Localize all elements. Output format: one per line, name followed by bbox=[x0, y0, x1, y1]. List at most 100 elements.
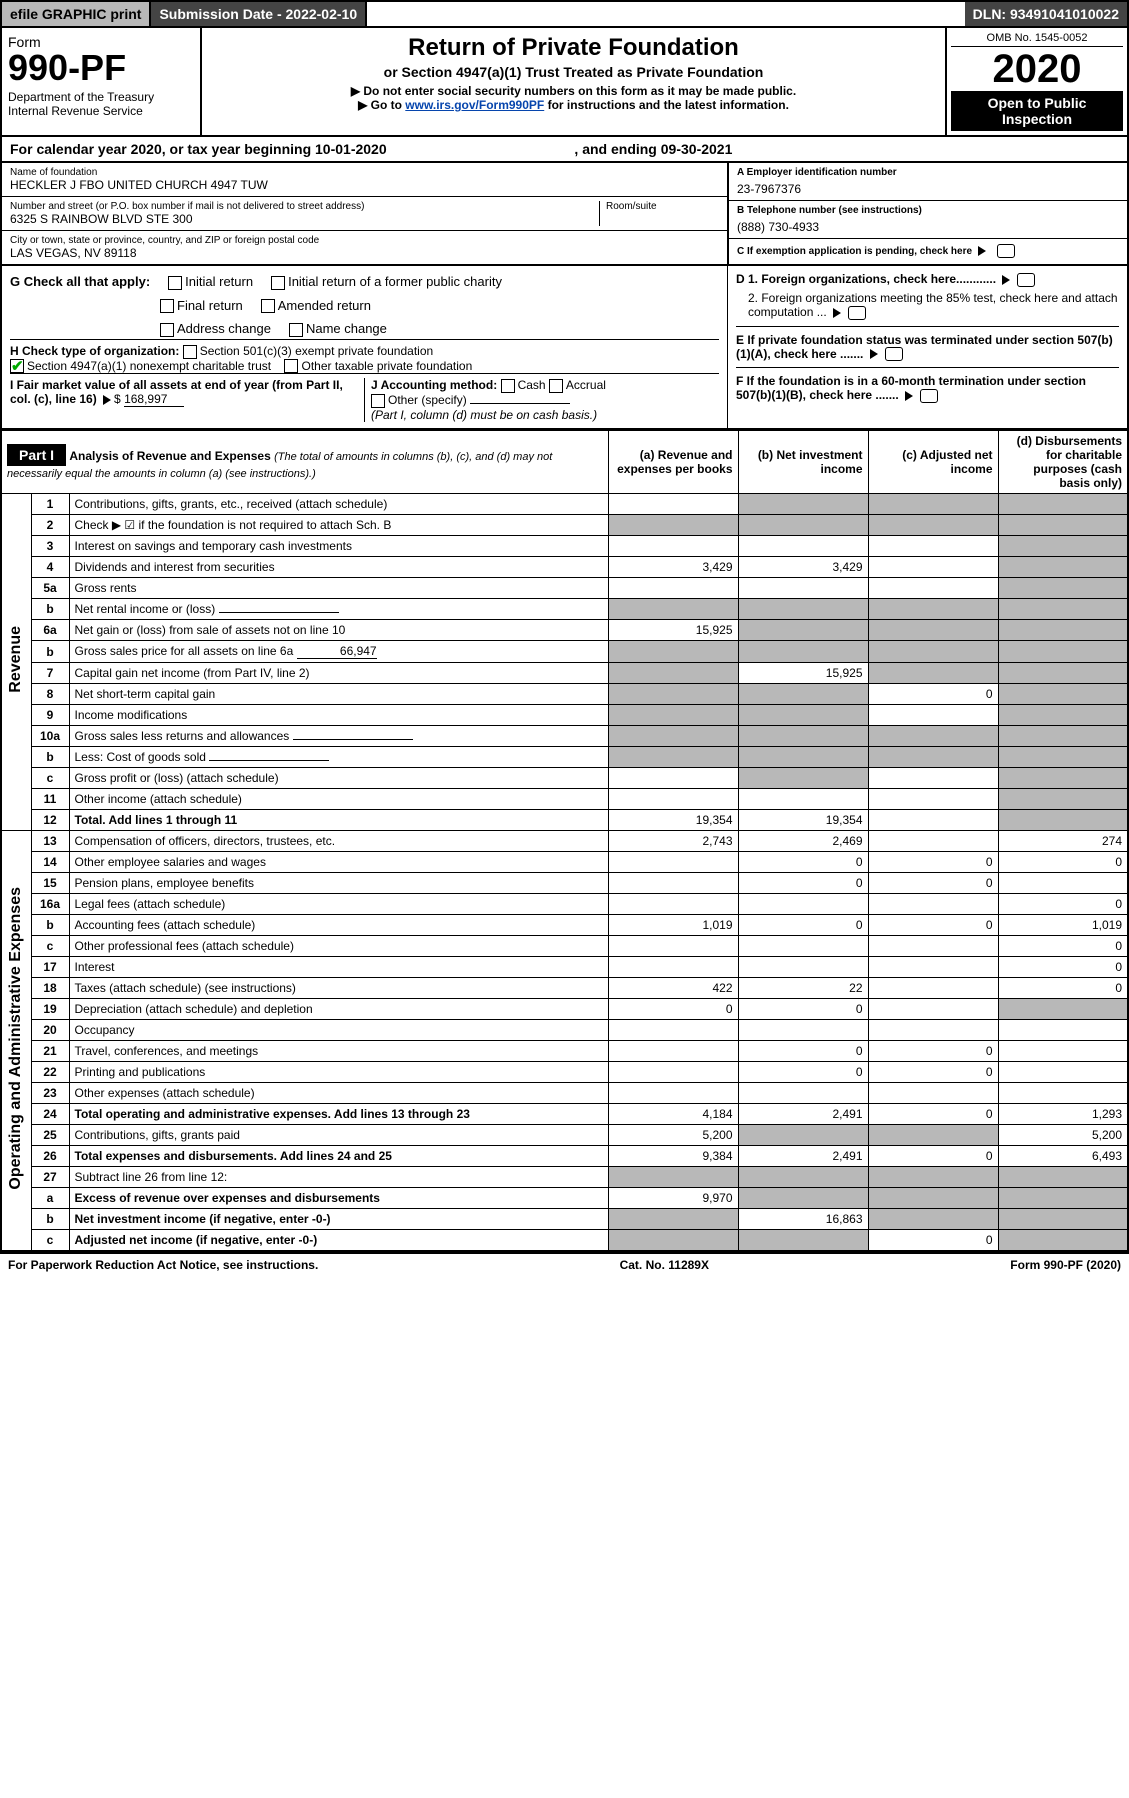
cell-a bbox=[608, 1062, 738, 1083]
e-checkbox[interactable] bbox=[885, 347, 903, 361]
cell-b bbox=[738, 1125, 868, 1146]
cell-a: 9,384 bbox=[608, 1146, 738, 1167]
room-label: Room/suite bbox=[606, 201, 719, 212]
h-4947-checkbox[interactable] bbox=[10, 359, 24, 373]
table-row: 11Other income (attach schedule) bbox=[1, 789, 1128, 810]
cell-c bbox=[868, 599, 998, 620]
efile-button[interactable]: efile GRAPHIC print bbox=[2, 2, 151, 26]
form-header: Form 990-PF Department of the Treasury I… bbox=[0, 28, 1129, 137]
line-number: 6a bbox=[31, 620, 69, 641]
header-right: OMB No. 1545-0052 2020 Open to Public In… bbox=[947, 28, 1127, 135]
cell-c: 0 bbox=[868, 873, 998, 894]
line-text: Gross sales less returns and allowances bbox=[69, 726, 608, 747]
table-row: 2Check ▶ ☑ if the foundation is not requ… bbox=[1, 515, 1128, 536]
footer-left: For Paperwork Reduction Act Notice, see … bbox=[8, 1258, 318, 1272]
cell-d: 1,019 bbox=[998, 915, 1128, 936]
footer-right: Form 990-PF (2020) bbox=[1010, 1258, 1121, 1272]
cell-a bbox=[608, 663, 738, 684]
phone-cell: B Telephone number (see instructions) (8… bbox=[729, 201, 1127, 239]
cell-b bbox=[738, 957, 868, 978]
irs-link[interactable]: www.irs.gov/Form990PF bbox=[405, 98, 544, 112]
line-text: Check ▶ ☑ if the foundation is not requi… bbox=[69, 515, 608, 536]
i-value: 168,997 bbox=[124, 392, 184, 407]
cell-b bbox=[738, 536, 868, 557]
cell-c bbox=[868, 494, 998, 515]
cell-a bbox=[608, 1209, 738, 1230]
cell-d bbox=[998, 1188, 1128, 1209]
city-value: LAS VEGAS, NV 89118 bbox=[10, 246, 719, 260]
note2-pre: ▶ Go to bbox=[358, 98, 405, 112]
cell-a bbox=[608, 1041, 738, 1062]
cell-d bbox=[998, 515, 1128, 536]
cell-d bbox=[998, 1167, 1128, 1188]
ein-label: A Employer identification number bbox=[737, 167, 1119, 178]
g-former-charity-checkbox[interactable] bbox=[271, 276, 285, 290]
table-row: bGross sales price for all assets on lin… bbox=[1, 641, 1128, 663]
address-value: 6325 S RAINBOW BLVD STE 300 bbox=[10, 212, 599, 226]
h-501c3-checkbox[interactable] bbox=[183, 345, 197, 359]
line-text: Net rental income or (loss) bbox=[69, 599, 608, 620]
g-initial-return-checkbox[interactable] bbox=[168, 276, 182, 290]
cell-d: 1,293 bbox=[998, 1104, 1128, 1125]
cell-b bbox=[738, 747, 868, 768]
cell-c: 0 bbox=[868, 915, 998, 936]
g-name-change-checkbox[interactable] bbox=[289, 323, 303, 337]
g-amended-checkbox[interactable] bbox=[261, 299, 275, 313]
j-cash: Cash bbox=[518, 378, 546, 392]
g-opt-1: Final return bbox=[177, 298, 243, 313]
h-other-checkbox[interactable] bbox=[284, 359, 298, 373]
cell-b: 19,354 bbox=[738, 810, 868, 831]
cell-a: 4,184 bbox=[608, 1104, 738, 1125]
cell-b bbox=[738, 894, 868, 915]
cell-c bbox=[868, 663, 998, 684]
line-text: Interest bbox=[69, 957, 608, 978]
cell-d bbox=[998, 557, 1128, 578]
line-text: Excess of revenue over expenses and disb… bbox=[69, 1188, 608, 1209]
line-text: Net short-term capital gain bbox=[69, 684, 608, 705]
table-row: cGross profit or (loss) (attach schedule… bbox=[1, 768, 1128, 789]
j-accrual-checkbox[interactable] bbox=[549, 379, 563, 393]
exemption-checkbox[interactable] bbox=[997, 244, 1015, 258]
cell-c bbox=[868, 1209, 998, 1230]
g-final-return-checkbox[interactable] bbox=[160, 299, 174, 313]
cell-d: 274 bbox=[998, 831, 1128, 852]
j-cash-checkbox[interactable] bbox=[501, 379, 515, 393]
cell-a bbox=[608, 852, 738, 873]
cell-c bbox=[868, 578, 998, 599]
line-number: c bbox=[31, 936, 69, 957]
line-number: 24 bbox=[31, 1104, 69, 1125]
cell-d: 0 bbox=[998, 852, 1128, 873]
cell-d bbox=[998, 726, 1128, 747]
phone-value: (888) 730-4933 bbox=[737, 220, 1119, 234]
d2-checkbox[interactable] bbox=[848, 306, 866, 320]
cell-a bbox=[608, 894, 738, 915]
j-other-input[interactable] bbox=[470, 403, 570, 404]
line-text: Total operating and administrative expen… bbox=[69, 1104, 608, 1125]
cell-b: 2,491 bbox=[738, 1104, 868, 1125]
cell-b bbox=[738, 599, 868, 620]
g-opt-2: Address change bbox=[177, 321, 271, 336]
cell-d: 6,493 bbox=[998, 1146, 1128, 1167]
line-number: 2 bbox=[31, 515, 69, 536]
cell-a bbox=[608, 515, 738, 536]
cell-a: 1,019 bbox=[608, 915, 738, 936]
line-number: c bbox=[31, 1230, 69, 1252]
g-h-section: G Check all that apply: Initial return I… bbox=[0, 266, 1129, 430]
table-row: Operating and Administrative Expenses13C… bbox=[1, 831, 1128, 852]
f-checkbox[interactable] bbox=[920, 389, 938, 403]
tax-year: 2020 bbox=[951, 49, 1123, 89]
line-text: Occupancy bbox=[69, 1020, 608, 1041]
cell-a bbox=[608, 1020, 738, 1041]
cell-a bbox=[608, 873, 738, 894]
cell-a bbox=[608, 536, 738, 557]
d1-checkbox[interactable] bbox=[1017, 273, 1035, 287]
j-other-checkbox[interactable] bbox=[371, 394, 385, 408]
col-d-header: (d) Disbursements for charitable purpose… bbox=[998, 431, 1128, 494]
line-text: Total expenses and disbursements. Add li… bbox=[69, 1146, 608, 1167]
d1-row: D 1. Foreign organizations, check here..… bbox=[736, 272, 1119, 287]
g-address-change-checkbox[interactable] bbox=[160, 323, 174, 337]
cell-a bbox=[608, 726, 738, 747]
cell-c: 0 bbox=[868, 684, 998, 705]
cell-b bbox=[738, 1167, 868, 1188]
dln: DLN: 93491041010022 bbox=[965, 2, 1127, 26]
